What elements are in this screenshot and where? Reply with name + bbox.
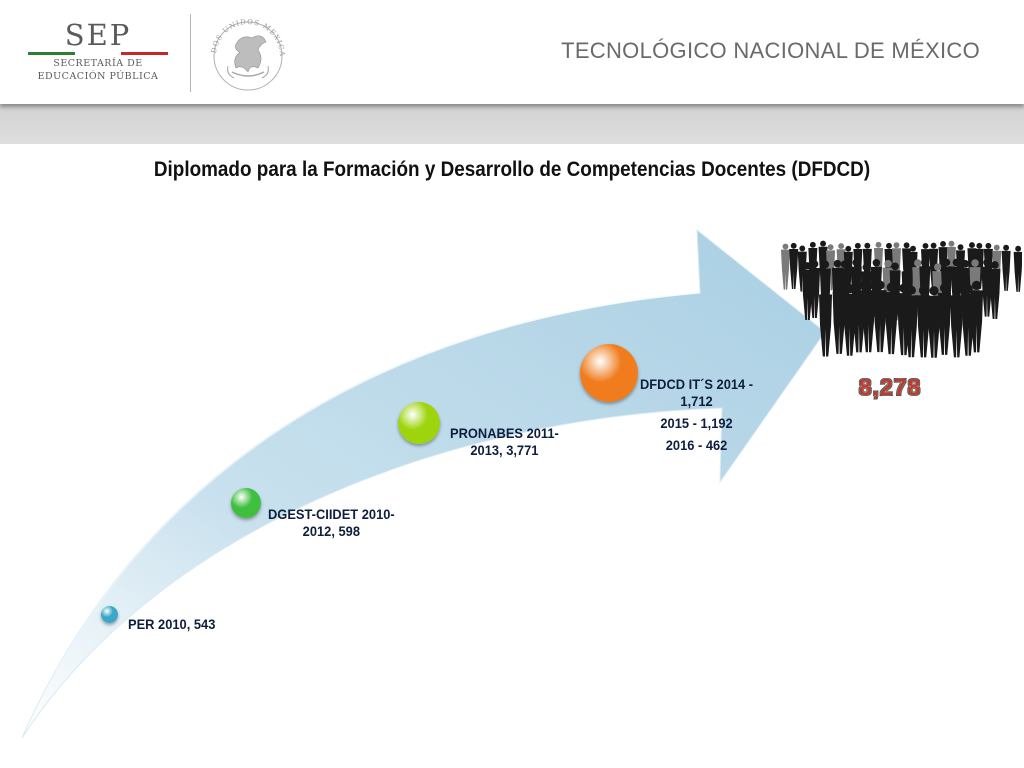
- milestone-label-per: PER 2010, 543: [128, 616, 215, 633]
- sep-logo-line1: SECRETARÍA DE: [53, 58, 143, 69]
- milestone-dot-per: [101, 606, 118, 623]
- milestone-line: DFDCD IT´S 2014 -: [640, 376, 754, 392]
- gray-band: [0, 104, 1024, 144]
- sep-logo-line2: EDUCACIÓN PÚBLICA: [37, 71, 159, 82]
- institution-title: TECNOLÓGICO NACIONAL DE MÉXICO: [561, 38, 980, 63]
- person-silhouette-icon: [789, 242, 799, 289]
- person-silhouette-icon: [832, 282, 846, 354]
- person-silhouette-icon: [843, 284, 857, 356]
- total-count: 8,278: [858, 374, 922, 400]
- milestone-dot-dfdcd: [580, 344, 638, 402]
- milestone-dot-pronabes: [398, 402, 440, 444]
- milestone-line: 1,712: [680, 393, 713, 409]
- person-silhouette-icon: [904, 285, 918, 358]
- slide-title: Diplomado para la Formación y Desarrollo…: [153, 158, 871, 181]
- person-silhouette-icon: [950, 285, 964, 358]
- person-silhouette-icon: [1001, 244, 1011, 291]
- header-divider: [190, 14, 191, 92]
- header-bar: SEP SECRETARÍA DE EDUCACIÓN PÚBLICA ESTA…: [0, 0, 1024, 104]
- person-silhouette-icon: [852, 280, 866, 353]
- milestone-line: PER 2010, 543: [128, 616, 216, 632]
- milestone-label-dfdcd: DFDCD IT´S 2014 - 1,712 2015 - 1,192 201…: [640, 376, 753, 454]
- milestone-label-pronabes: PRONABES 2011- 2013, 3,771: [450, 425, 559, 459]
- person-silhouette-icon: [970, 280, 984, 353]
- crowd-silhouette-icon: [780, 240, 1022, 358]
- mexico-coat-of-arms-icon: ESTADOS UNIDOS MEXICANOS: [206, 14, 285, 91]
- person-silhouette-icon: [861, 280, 875, 353]
- person-silhouette-icon: [884, 282, 898, 355]
- person-silhouette-icon: [989, 261, 1001, 319]
- sep-logo: SEP SECRETARÍA DE EDUCACIÓN PÚBLICA: [28, 18, 178, 88]
- milestone-line: 2016 - 462: [665, 437, 728, 453]
- flag-stripe-green: [28, 52, 75, 55]
- milestone-line: PRONABES 2011-: [450, 425, 559, 441]
- person-silhouette-icon: [873, 280, 887, 353]
- person-silhouette-icon: [916, 285, 930, 358]
- milestone-dot-dgest: [231, 488, 261, 518]
- milestone-line: 2013, 3,771: [470, 442, 539, 458]
- milestone-line: DGEST-CIIDET 2010-: [268, 506, 395, 522]
- milestone-label-dgest: DGEST-CIIDET 2010- 2012, 598: [268, 506, 395, 540]
- flag-stripe: [28, 52, 169, 55]
- flag-stripe-red: [121, 52, 169, 55]
- person-silhouette-icon: [937, 283, 951, 355]
- person-silhouette-icon: [780, 243, 790, 290]
- milestone-line: 2012, 598: [302, 523, 360, 539]
- milestone-line: 2015 - 1,192: [660, 415, 733, 431]
- sep-logo-word: SEP: [64, 18, 132, 52]
- person-silhouette-icon: [981, 258, 993, 317]
- person-silhouette-icon: [927, 286, 941, 358]
- person-silhouette-icon: [1013, 245, 1022, 292]
- person-silhouette-icon: [819, 284, 833, 357]
- flag-stripe-white: [74, 52, 122, 55]
- person-silhouette-icon: [809, 260, 821, 319]
